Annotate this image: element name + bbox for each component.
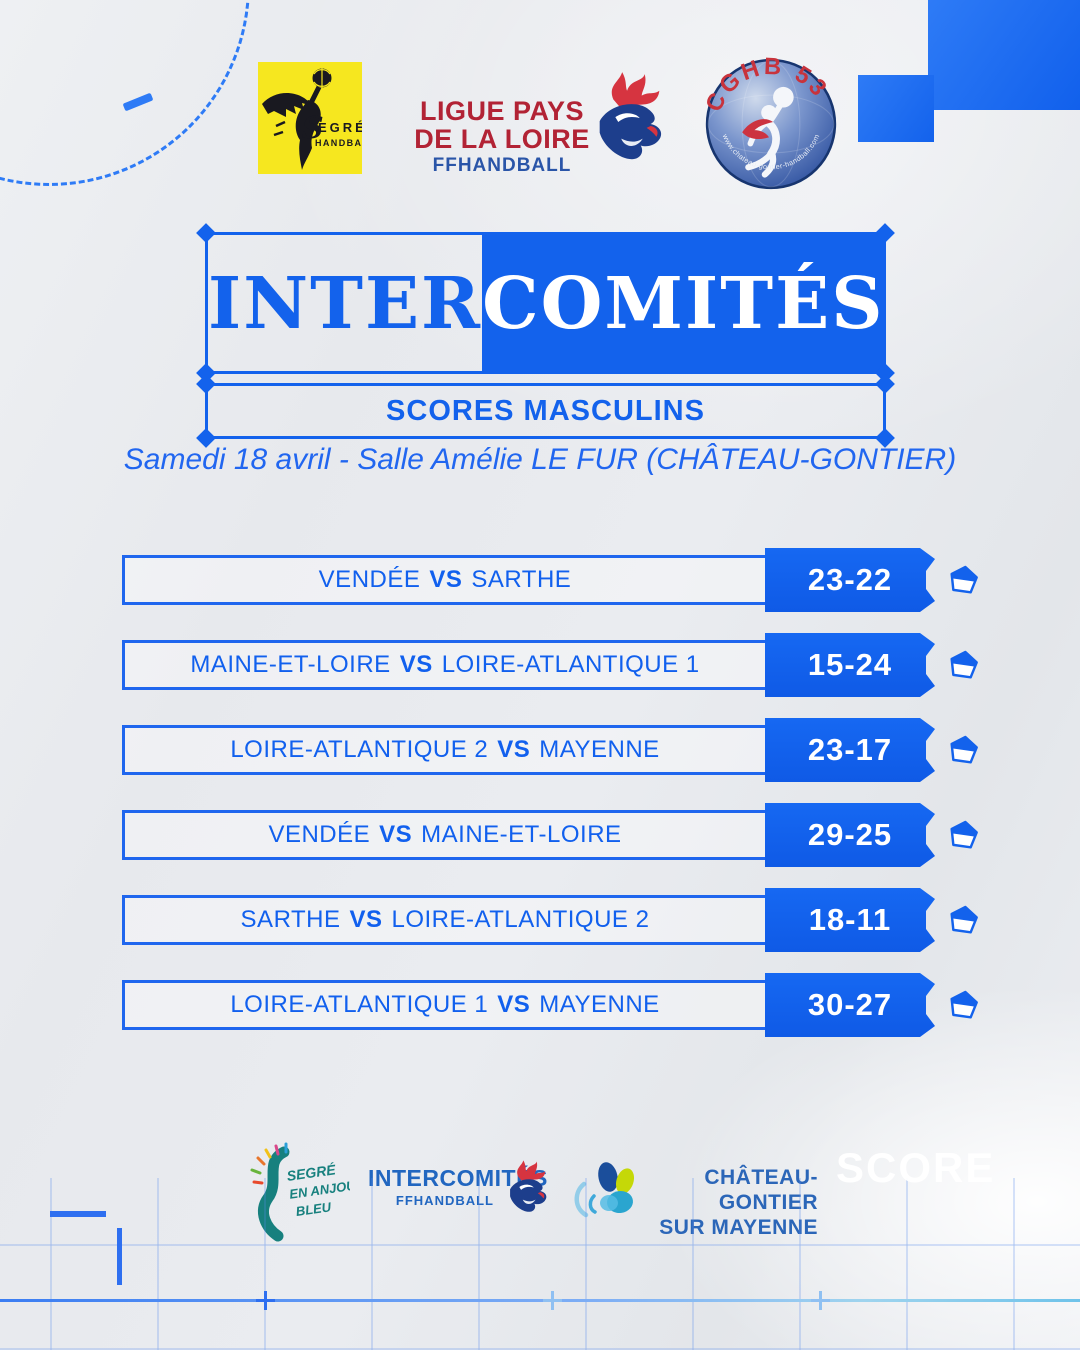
dashed-circle-decoration (0, 0, 250, 186)
handball-icon (950, 650, 978, 679)
sur-mayenne-label: SUR MAYENNE (648, 1216, 818, 1241)
chateau-gontier-label: CHÂTEAU-GONTIER (648, 1166, 818, 1216)
accent-bar-decoration (117, 1228, 122, 1285)
corner-rectangle-decoration (928, 0, 1080, 110)
score-banner: 30-27 (765, 973, 935, 1037)
handball-icon (950, 565, 978, 594)
match-label: LOIRE-ATLANTIQUE 2 VS MAYENNE (230, 736, 660, 763)
handball-icon (950, 820, 978, 849)
match-label: VENDÉE VS SARTHE (318, 566, 572, 593)
match-row: VENDÉE VS SARTHE 23-22 (122, 548, 984, 612)
score-banner: 23-17 (765, 718, 935, 782)
diamond-decoration (875, 374, 895, 394)
accent-bar-decoration (50, 1211, 106, 1217)
subtitle-text: SCORES MASCULINS (386, 394, 705, 427)
cghb-53-logo: CGHB 53 www.chateau-gontier-handball.com (703, 56, 837, 190)
svg-text:BLEU: BLEU (295, 1199, 333, 1219)
svg-text:EGRÉ: EGRÉ (318, 120, 362, 135)
match-label: MAINE-ET-LOIRE VS LOIRE-ATLANTIQUE 1 (190, 651, 700, 678)
ffhandball-rooster-icon (599, 72, 662, 160)
svg-text:HANDBALL: HANDBALL (315, 138, 362, 148)
handball-icon (950, 905, 978, 934)
match-row: MAINE-ET-LOIRE VS LOIRE-ATLANTIQUE 1 15-… (122, 633, 984, 697)
grid-decoration (0, 1178, 1080, 1350)
title-part-inter: INTER (208, 261, 483, 345)
handball-icon (950, 735, 978, 764)
title-part-comites: COMITÉS (482, 235, 885, 371)
match-label: SARTHE VS LOIRE-ATLANTIQUE 2 (240, 906, 650, 933)
horizontal-line-decoration (0, 1299, 1080, 1302)
date-venue-line: Samedi 18 avril - Salle Amélie LE FUR (C… (123, 443, 957, 476)
svg-text:S: S (302, 111, 324, 146)
chateau-gontier-sur-mayenne-logo: CHÂTEAU-GONTIER SUR MAYENNE (648, 1166, 818, 1240)
match-results-list: VENDÉE VS SARTHE 23-22 MAINE-ET-LOIRE VS… (122, 548, 984, 1058)
match-row: LOIRE-ATLANTIQUE 2 VS MAYENNE 23-17 (122, 718, 984, 782)
score-banner: 23-22 (765, 548, 935, 612)
segre-handball-logo: S EGRÉ HANDBALL (258, 62, 375, 174)
match-label: LOIRE-ATLANTIQUE 1 VS MAYENNE (230, 991, 660, 1018)
title-banner: INTER COMITÉS (196, 223, 895, 383)
match-row: LOIRE-ATLANTIQUE 1 VS MAYENNE 30-27 (122, 973, 984, 1037)
ffhandball-rooster-icon (510, 1160, 547, 1212)
score-banner: 29-25 (765, 803, 935, 867)
cross-decoration (256, 1291, 275, 1310)
match-row: SARTHE VS LOIRE-ATLANTIQUE 2 18-11 (122, 888, 984, 952)
score-banner: 15-24 (765, 633, 935, 697)
handball-icon (950, 990, 978, 1019)
diamond-decoration (196, 374, 216, 394)
chateau-gontier-butterfly-icon (574, 1162, 635, 1218)
match-label: VENDÉE VS MAINE-ET-LOIRE (268, 821, 622, 848)
score-watermark: SCORE (836, 1144, 996, 1191)
svg-text:SEGRÉ: SEGRÉ (286, 1161, 337, 1184)
segre-eagle-icon: S EGRÉ HANDBALL (262, 68, 375, 170)
ligue-line1: LIGUE PAYS (419, 96, 585, 126)
ligue-line2: DE LA LOIRE (414, 123, 590, 154)
score-banner: 18-11 (765, 888, 935, 952)
cross-decoration (543, 1291, 562, 1310)
corner-rectangle-decoration (858, 75, 934, 142)
ligue-pays-de-la-loire-logo: LIGUE PAYS DE LA LOIRE FFHANDBALL (412, 96, 592, 177)
subtitle-banner: SCORES MASCULINS (196, 374, 895, 448)
intercomites-ffhandball-label: FFHANDBALL (368, 1193, 494, 1208)
match-row: VENDÉE VS MAINE-ET-LOIRE 29-25 (122, 803, 984, 867)
cross-decoration (811, 1291, 830, 1310)
ligue-ffhandball-label: FFHANDBALL (432, 155, 572, 177)
segre-en-anjou-bleu-logo: SEGRÉ EN ANJOU BLEU (250, 1142, 350, 1242)
